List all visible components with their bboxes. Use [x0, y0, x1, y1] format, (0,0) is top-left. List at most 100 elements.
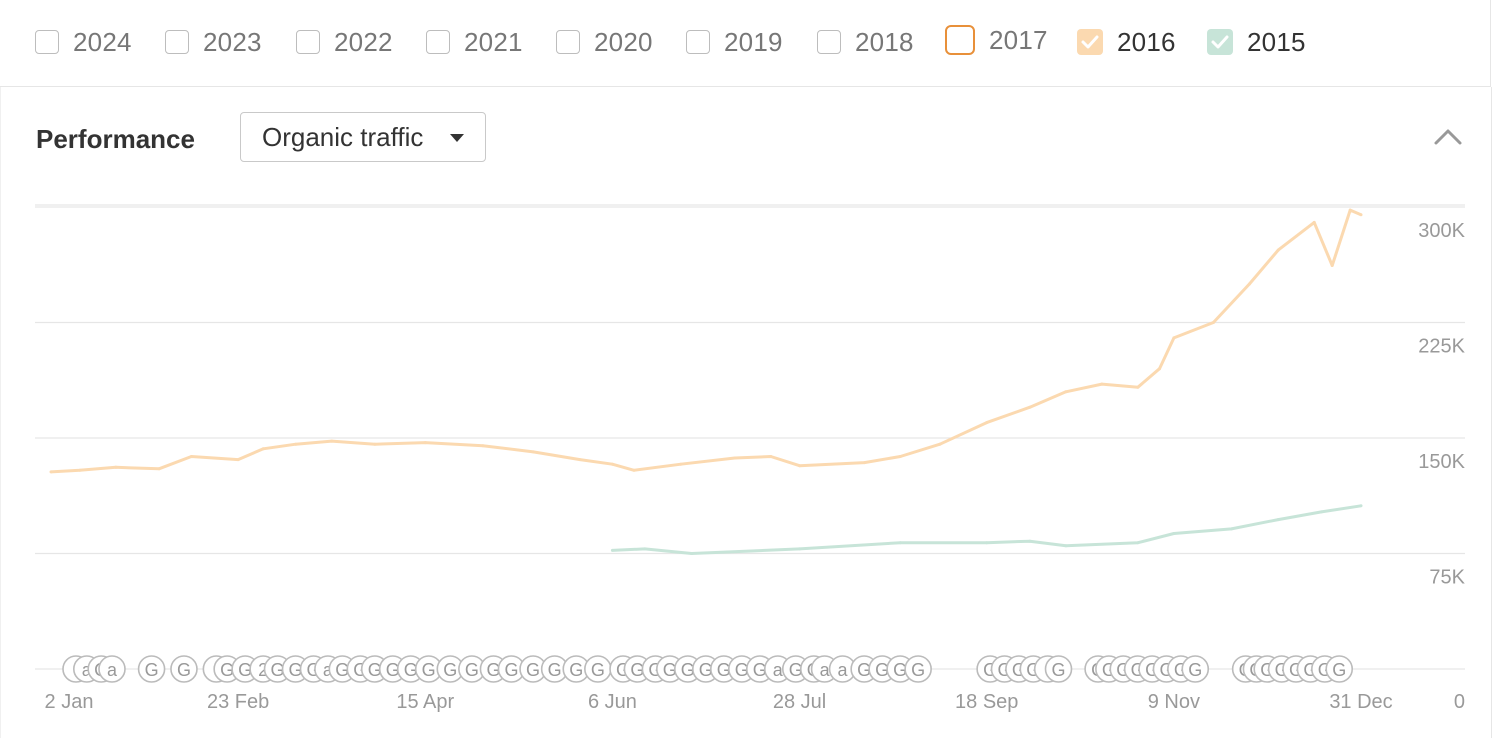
data-point	[330, 439, 334, 443]
checkbox-box[interactable]	[165, 30, 189, 54]
google-update-marker-icon[interactable]: G	[519, 655, 547, 683]
y-tick-label: 150K	[1418, 451, 1465, 473]
checkbox-box[interactable]	[686, 30, 710, 54]
annotation-label: G	[422, 660, 436, 680]
annotation-label: G	[335, 660, 349, 680]
annotation-label: a	[82, 660, 93, 680]
data-point	[1028, 405, 1032, 409]
google-update-marker-icon[interactable]: G	[497, 655, 526, 683]
y-tick-label: 225K	[1418, 336, 1465, 358]
year-checkbox-2022[interactable]: 2022	[296, 27, 393, 57]
annotation-label: a	[820, 660, 831, 680]
x-tick-label: 18 Sep	[955, 691, 1018, 713]
annotation-label: G	[526, 660, 540, 680]
data-point	[1028, 539, 1032, 543]
annotation-label: a	[107, 660, 118, 680]
google-update-marker-icon[interactable]: G	[170, 655, 198, 683]
data-point	[643, 547, 647, 551]
annotation-label: G	[1332, 660, 1346, 680]
google-update-marker-icon[interactable]: G	[436, 655, 465, 683]
checkbox-checked-icon[interactable]	[1207, 29, 1233, 55]
google-update-marker-icon[interactable]: G	[414, 655, 443, 683]
data-point	[1319, 510, 1323, 514]
checkbox-checked-icon[interactable]	[1077, 29, 1103, 55]
chevron-up-icon[interactable]	[1433, 127, 1463, 147]
annotation-label: G	[443, 660, 457, 680]
data-point	[261, 447, 265, 451]
checkbox-box[interactable]	[426, 30, 450, 54]
annotation-label: G	[548, 660, 562, 680]
series-line-2016	[50, 208, 1362, 474]
checkbox-box[interactable]	[35, 30, 59, 54]
checkbox-box[interactable]	[945, 25, 975, 55]
data-point	[1229, 527, 1233, 531]
year-checkbox-2017[interactable]: 2017	[945, 24, 1048, 55]
data-point	[78, 468, 82, 472]
annotation-label: G	[486, 660, 500, 680]
data-point	[733, 456, 737, 460]
annotation-label: G	[630, 660, 644, 680]
performance-panel: Performance Organic traffic 0 75K 150K 225K…	[0, 87, 1492, 738]
data-point	[1276, 248, 1280, 252]
data-point	[610, 548, 614, 552]
checkbox-box[interactable]	[296, 30, 320, 54]
data-point	[294, 442, 298, 446]
y-tick-label: 75K	[1429, 567, 1465, 589]
data-point	[1359, 504, 1363, 508]
year-checkbox-2016[interactable]: 2016	[1077, 27, 1176, 57]
data-point	[481, 444, 485, 448]
google-update-marker-icon[interactable]: G	[137, 655, 166, 683]
google-update-marker-icon[interactable]: G	[1181, 655, 1210, 683]
year-checkbox-2019[interactable]: 2019	[686, 26, 783, 57]
data-point	[690, 552, 694, 555]
data-point	[679, 462, 683, 466]
annotation-label: G	[681, 660, 695, 680]
google-update-marker-icon[interactable]: G	[584, 655, 612, 683]
year-checkbox-2018[interactable]: 2018	[817, 26, 914, 57]
data-point	[985, 421, 989, 425]
google-update-marker-icon[interactable]: G	[904, 655, 932, 683]
annotation-label: G	[753, 660, 767, 680]
annotation-label: G	[289, 660, 303, 680]
metric-dropdown[interactable]: Organic traffic	[240, 112, 486, 162]
year-checkbox-2021[interactable]: 2021	[426, 27, 523, 57]
data-point	[898, 455, 902, 458]
year-label: 2019	[724, 26, 783, 57]
annotation-label: G	[893, 660, 907, 680]
data-point	[938, 442, 942, 446]
checkbox-box[interactable]	[817, 30, 841, 54]
data-point	[1312, 220, 1316, 224]
annotation-label: G	[386, 660, 400, 680]
annotation-label: G	[1051, 660, 1065, 680]
google-update-marker-icon[interactable]: a	[98, 655, 126, 683]
data-point	[1136, 385, 1140, 389]
data-point	[862, 461, 866, 465]
annotation-label: G	[404, 660, 418, 680]
year-label: 2017	[989, 24, 1048, 55]
x-tick-label: 6 Jun	[588, 691, 637, 713]
data-point	[632, 468, 636, 472]
checkbox-box[interactable]	[556, 30, 580, 54]
google-update-marker-icon[interactable]: G	[1325, 655, 1354, 683]
year-filter-bar: 2024 2023 2022 2021 2020 2019 2018 2017 2016 2015	[0, 0, 1491, 87]
data-point	[189, 455, 193, 458]
annotation-label: G	[875, 660, 889, 680]
data-point	[1348, 208, 1352, 212]
annotation-label: G	[591, 660, 605, 680]
google-update-marker-icon[interactable]: G	[1044, 655, 1073, 683]
year-checkbox-2015[interactable]: 2015	[1207, 27, 1306, 57]
data-point	[985, 541, 989, 545]
annotation-label: a	[323, 660, 334, 680]
year-checkbox-2023[interactable]: 2023	[165, 27, 262, 57]
data-point	[610, 462, 614, 466]
google-update-marker-icon[interactable]: G	[458, 655, 486, 683]
year-checkbox-2020[interactable]: 2020	[556, 26, 653, 57]
google-update-marker-icon[interactable]: G	[562, 655, 591, 683]
year-label: 2020	[594, 26, 653, 57]
annotation-label: G	[465, 660, 479, 680]
data-point	[236, 458, 240, 462]
data-point	[157, 467, 161, 471]
year-label: 2018	[855, 26, 914, 57]
annotation-label: G	[569, 660, 583, 680]
year-checkbox-2024[interactable]: 2024	[35, 27, 132, 57]
